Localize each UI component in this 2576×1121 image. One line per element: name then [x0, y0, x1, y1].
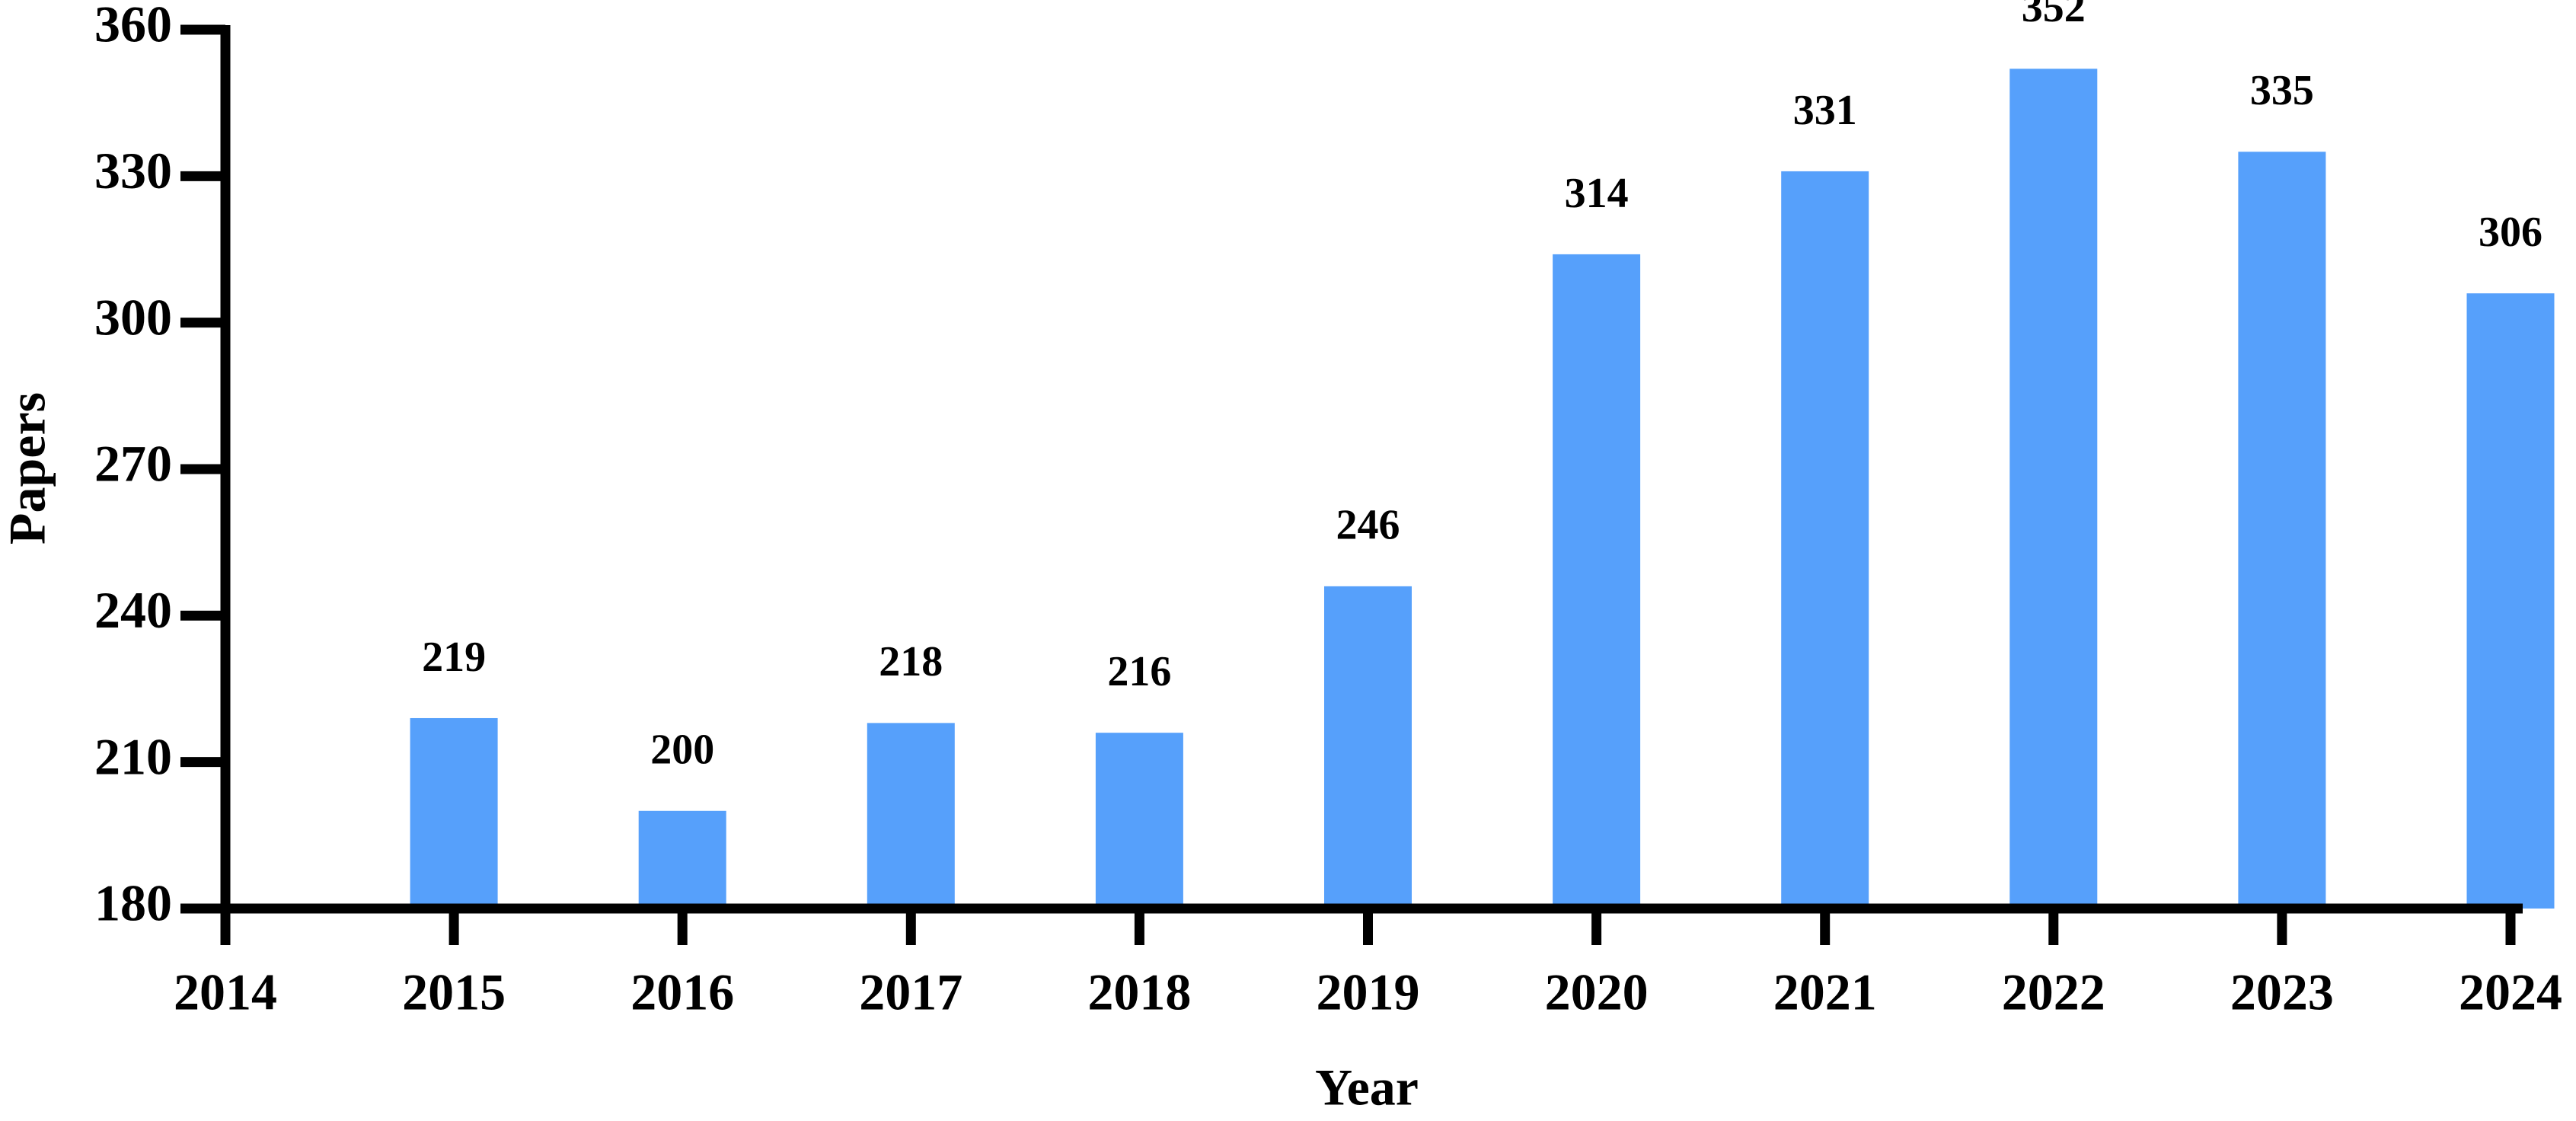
value-label: 200 [650, 727, 714, 774]
value-label: 246 [1336, 502, 1400, 549]
y-tick-label: 330 [94, 142, 172, 200]
bar [410, 717, 498, 909]
value-label: 314 [1565, 170, 1629, 217]
value-label: 216 [1107, 648, 1171, 695]
y-tick-label: 300 [94, 288, 172, 346]
y-tick-label: 180 [94, 874, 172, 932]
x-tick-label: 2020 [1545, 963, 1649, 1021]
y-tick-label: 360 [94, 0, 172, 53]
y-axis-title: Papers [0, 392, 56, 545]
bar [1095, 733, 1183, 909]
x-tick-label: 2021 [1773, 963, 1877, 1021]
bar [1553, 254, 1641, 909]
x-axis-title: Year [1315, 1059, 1419, 1116]
value-label: 335 [2250, 67, 2314, 114]
x-tick-label: 2017 [859, 963, 962, 1021]
x-tick-label: 2018 [1087, 963, 1191, 1021]
x-tick-label: 2019 [1317, 963, 1420, 1021]
bar [1781, 171, 1869, 909]
bar [2466, 293, 2555, 909]
value-label: 218 [879, 638, 943, 685]
x-tick-label: 2024 [2459, 963, 2562, 1021]
x-tick-label: 2023 [2230, 963, 2334, 1021]
value-label: 331 [1793, 87, 1857, 134]
y-tick-label: 240 [94, 581, 172, 639]
x-tick-label: 2016 [630, 963, 734, 1021]
x-tick-label: 2022 [2002, 963, 2105, 1021]
x-tick-label: 2015 [402, 963, 506, 1021]
bar [2238, 152, 2326, 909]
value-label: 352 [2022, 0, 2086, 31]
bar [2009, 69, 2098, 909]
bar [867, 723, 955, 909]
bar [638, 810, 726, 909]
value-label: 306 [2479, 209, 2542, 256]
value-label: 219 [422, 634, 486, 681]
bar [1324, 586, 1412, 909]
x-tick-label: 2014 [174, 963, 277, 1021]
y-tick-label: 210 [94, 727, 172, 785]
y-tick-label: 270 [94, 435, 172, 493]
